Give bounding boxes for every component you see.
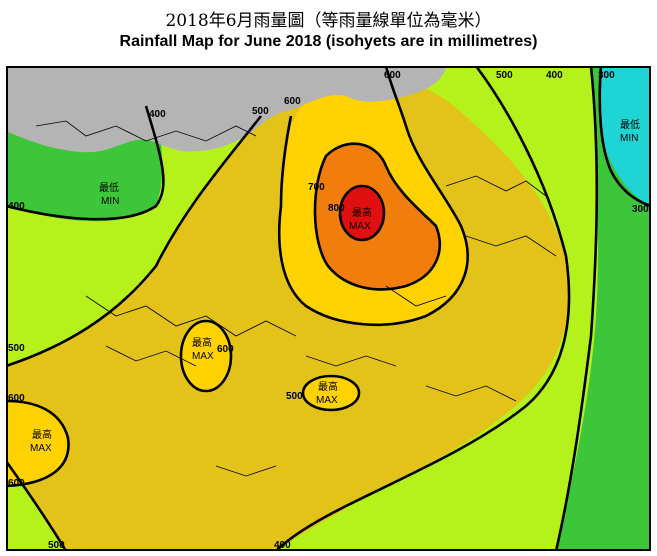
- annotation-min-west-cn: 最低: [99, 181, 119, 194]
- annotation-max-south-en: MAX: [316, 395, 338, 406]
- annotation-group: 最低 MIN 最低 MIN 最高 MAX 最高 MAX 最高 MAX 最高 MA…: [30, 118, 640, 454]
- isohyet-label-600: 600: [8, 393, 25, 404]
- isohyet-600-mid: [179, 319, 233, 393]
- isohyet-label-600: 600: [284, 96, 301, 107]
- annotation-min-east-en: MIN: [620, 133, 638, 144]
- rainfall-map: 400 400 400 400 500 500 500 500 500 600 …: [4, 65, 652, 552]
- annotation-max-center-en: MAX: [349, 221, 371, 232]
- annotation-max-south-cn: 最高: [318, 380, 338, 393]
- isohyet-700: [313, 142, 441, 291]
- band-300-400-east: [556, 66, 651, 551]
- annotation-min-east-cn: 最低: [620, 118, 640, 131]
- isohyet-label-500: 500: [48, 540, 65, 551]
- isohyet-label-700: 700: [308, 182, 325, 193]
- max-pocket-mid: [181, 321, 231, 391]
- isohyet-500-east: [275, 65, 571, 552]
- isohyet-label-500: 500: [8, 343, 25, 354]
- isohyet-label-600: 600: [384, 70, 401, 81]
- map-frame: [6, 66, 651, 551]
- map-title-chinese: 2018年6月雨量圖（等雨量線單位為毫米）: [165, 11, 492, 31]
- isohyet-label-group: 400 400 400 400 500 500 500 500 500 600 …: [8, 70, 649, 551]
- isohyet-label-500: 500: [286, 391, 303, 402]
- isohyet-label-300: 300: [598, 70, 615, 81]
- band-800-plus: [340, 186, 384, 240]
- isohyet-500-south-pocket: [301, 374, 361, 412]
- isohyet-label-400: 400: [8, 201, 25, 212]
- max-pocket-west: [6, 401, 69, 486]
- isohyet-400-west: [5, 105, 165, 221]
- isohyet-500-south: [4, 460, 68, 552]
- annotation-min-west-en: MIN: [101, 196, 119, 207]
- annotation-max-mid-en: MAX: [192, 351, 214, 362]
- grey-area: [6, 66, 446, 153]
- isohyet-label-500: 500: [496, 70, 513, 81]
- isohyet-500-main: [5, 115, 263, 368]
- max-pocket-south: [303, 376, 359, 410]
- annotation-max-west-cn: 最高: [32, 428, 52, 441]
- isohyet-label-400: 400: [274, 540, 291, 551]
- rainfall-map-svg: 400 400 400 400 500 500 500 500 500 600 …: [4, 65, 652, 552]
- isohyet-label-600: 600: [8, 478, 25, 489]
- map-title-english: Rainfall Map for June 2018 (isohyets are…: [119, 33, 538, 50]
- isohyet-label-400: 400: [149, 109, 166, 120]
- isohyet-600: [278, 65, 469, 326]
- isohyet-600-west: [5, 399, 70, 488]
- isohyet-lines: [4, 65, 652, 552]
- annotation-max-center-cn: 最高: [352, 206, 372, 219]
- isohyet-800: [338, 184, 386, 242]
- isohyet-label-800: 800: [328, 203, 345, 214]
- isohyet-label-300: 300: [632, 204, 649, 215]
- isohyet-label-600: 600: [217, 344, 234, 355]
- isohyet-label-400: 400: [546, 70, 563, 81]
- annotation-max-mid-cn: 最高: [192, 336, 212, 349]
- band-below-300: [599, 66, 651, 206]
- isohyet-300: [598, 65, 652, 208]
- annotation-max-west-en: MAX: [30, 443, 52, 454]
- isohyet-label-500: 500: [252, 106, 269, 117]
- isohyet-400-east: [554, 65, 599, 552]
